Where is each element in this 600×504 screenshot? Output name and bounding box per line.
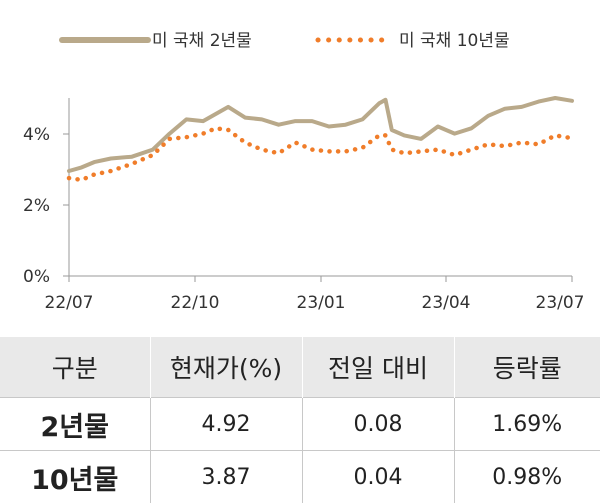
row-label: 10년물 (0, 450, 150, 503)
y-tick-label-2: 2% (23, 196, 50, 216)
legend-label-10y: 미 국채 10년물 (399, 31, 510, 51)
yield-chart: 미 국채 2년물 미 국채 10년물 0% 2% 4% 22/07 22/10 … (23, 31, 585, 313)
table-header-row: 구분 현재가(%) 전일 대비 등락률 (0, 337, 600, 398)
row-change: 0.04 (301, 450, 454, 503)
yield-table: 구분 현재가(%) 전일 대비 등락률 2년물 4.92 0.08 1.69% … (0, 337, 600, 503)
legend: 미 국채 2년물 미 국채 10년물 (59, 31, 510, 51)
series-line-10y (66, 125, 575, 183)
x-axis: 22/07 22/10 23/01 23/04 23/07 (45, 275, 585, 313)
header-change-rate: 등락률 (453, 337, 600, 398)
y-tick-label-0: 0% (23, 267, 50, 287)
y-tick-label-4: 4% (23, 125, 50, 145)
header-change: 전일 대비 (301, 337, 454, 398)
y-axis: 0% 2% 4% (23, 98, 70, 287)
x-tick-label-23-07: 23/07 (536, 293, 585, 313)
x-tick-label-23-01: 23/01 (297, 293, 346, 313)
row-current-price: 4.92 (149, 397, 302, 451)
row-label: 2년물 (0, 397, 150, 451)
x-tick-label-22-10: 22/10 (171, 293, 220, 313)
x-tick-label-23-04: 23/04 (422, 293, 471, 313)
series-line-2y (67, 96, 574, 173)
x-tick-label-22-07: 22/07 (45, 293, 94, 313)
table-row: 2년물 4.92 0.08 1.69% (0, 397, 600, 451)
header-current-price: 현재가(%) (149, 337, 302, 398)
row-change-rate: 0.98% (453, 450, 600, 503)
row-change-rate: 1.69% (453, 397, 600, 451)
table-row: 10년물 3.87 0.04 0.98% (0, 450, 600, 503)
legend-label-2y: 미 국채 2년물 (152, 31, 252, 51)
header-category: 구분 (0, 337, 150, 398)
row-current-price: 3.87 (149, 450, 302, 503)
row-change: 0.08 (301, 397, 454, 451)
